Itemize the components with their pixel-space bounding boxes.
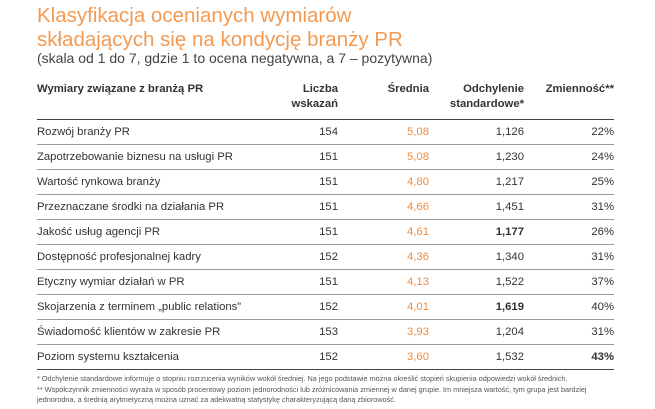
cell-count: 152 xyxy=(257,294,338,320)
cell-variability: 22% xyxy=(524,119,614,145)
cell-sd: 1,230 xyxy=(429,144,524,170)
cell-dimension: Rozwój branży PR xyxy=(37,119,257,145)
table-row: Przeznaczane środki na działania PR 151 … xyxy=(37,194,614,220)
cell-dimension: Skojarzenia z terminem „public relations… xyxy=(37,294,257,320)
title-line-2: składających się na kondycję branży PR xyxy=(37,28,403,51)
cell-mean: 4,61 xyxy=(338,219,429,245)
cell-variability: 25% xyxy=(524,169,614,195)
cell-sd: 1,451 xyxy=(429,194,524,220)
cell-mean: 3,93 xyxy=(338,319,429,345)
cell-variability: 43% xyxy=(524,344,614,370)
footnotes: * Odchylenie standardowe informuje o sto… xyxy=(37,374,627,406)
page-title: Klasyfikacja ocenianych wymiarów składaj… xyxy=(37,4,637,52)
cell-dimension: Wartość rynkowa branży xyxy=(37,169,257,195)
cell-dimension: Poziom systemu kształcenia xyxy=(37,344,257,370)
cell-sd: 1,126 xyxy=(429,119,524,145)
header-sd-line1: Odchylenie xyxy=(463,83,524,95)
header-variability: Zmienność** xyxy=(545,83,614,95)
cell-count: 152 xyxy=(257,344,338,370)
header-count-line1: Liczba xyxy=(302,83,338,95)
cell-count: 151 xyxy=(257,169,338,195)
header-count-line2: wskazań xyxy=(291,98,338,110)
cell-count: 151 xyxy=(257,269,338,295)
cell-mean: 3,60 xyxy=(338,344,429,370)
cell-sd: 1,522 xyxy=(429,269,524,295)
cell-mean: 4,01 xyxy=(338,294,429,320)
cell-sd: 1,177 xyxy=(429,219,524,245)
cell-count: 152 xyxy=(257,244,338,270)
cell-dimension: Świadomość klientów w zakresie PR xyxy=(37,319,257,345)
header-count: Liczba wskazań xyxy=(257,82,338,120)
cell-count: 153 xyxy=(257,319,338,345)
cell-variability: 24% xyxy=(524,144,614,170)
table-row: Jakość usług agencji PR 151 4,61 1,177 2… xyxy=(37,219,614,245)
header-dimension: Wymiary związane z branżą PR xyxy=(37,83,204,95)
cell-mean: 4,80 xyxy=(338,169,429,195)
cell-variability: 37% xyxy=(524,269,614,295)
cell-mean: 4,66 xyxy=(338,194,429,220)
table-header-row: Wymiary związane z branżą PR Liczba wska… xyxy=(37,82,614,120)
cell-count: 151 xyxy=(257,144,338,170)
table-row: Etyczny wymiar działań w PR 151 4,13 1,5… xyxy=(37,269,614,295)
cell-dimension: Dostępność profesjonalnej kadry xyxy=(37,244,257,270)
title-line-1: Klasyfikacja ocenianych wymiarów xyxy=(37,4,352,27)
cell-sd: 1,619 xyxy=(429,294,524,320)
footnote-variability: ** Współczynnik zmienności wyraża w spos… xyxy=(37,384,587,405)
cell-sd: 1,204 xyxy=(429,319,524,345)
scale-subtitle: (skala od 1 do 7, gdzie 1 to ocena negat… xyxy=(37,50,433,66)
cell-count: 151 xyxy=(257,194,338,220)
table-row: Świadomość klientów w zakresie PR 153 3,… xyxy=(37,319,614,345)
cell-dimension: Przeznaczane środki na działania PR xyxy=(37,194,257,220)
cell-dimension: Jakość usług agencji PR xyxy=(37,219,257,245)
cell-mean: 4,13 xyxy=(338,269,429,295)
cell-mean: 5,08 xyxy=(338,119,429,145)
cell-dimension: Zapotrzebowanie biznesu na usługi PR xyxy=(37,144,257,170)
cell-dimension: Etyczny wymiar działań w PR xyxy=(37,269,257,295)
header-sd: Odchylenie standardowe* xyxy=(429,82,524,120)
cell-variability: 31% xyxy=(524,194,614,220)
cell-count: 154 xyxy=(257,119,338,145)
header-sd-line2: standardowe* xyxy=(449,98,524,110)
table-row: Skojarzenia z terminem „public relations… xyxy=(37,294,614,320)
cell-variability: 31% xyxy=(524,244,614,270)
footnote-sd: * Odchylenie standardowe informuje o sto… xyxy=(37,374,568,383)
cell-variability: 40% xyxy=(524,294,614,320)
table-row: Poziom systemu kształcenia 152 3,60 1,53… xyxy=(37,344,614,370)
cell-sd: 1,217 xyxy=(429,169,524,195)
cell-count: 151 xyxy=(257,219,338,245)
cell-sd: 1,532 xyxy=(429,344,524,370)
table-row: Wartość rynkowa branży 151 4,80 1,217 25… xyxy=(37,169,614,195)
cell-variability: 31% xyxy=(524,319,614,345)
cell-sd: 1,340 xyxy=(429,244,524,270)
table-row: Zapotrzebowanie biznesu na usługi PR 151… xyxy=(37,144,614,170)
cell-mean: 5,08 xyxy=(338,144,429,170)
table-row: Dostępność profesjonalnej kadry 152 4,36… xyxy=(37,244,614,270)
header-mean: Średnia xyxy=(387,83,429,95)
cell-variability: 26% xyxy=(524,219,614,245)
table-row: Rozwój branży PR 154 5,08 1,126 22% xyxy=(37,119,614,145)
dimensions-table: Wymiary związane z branżą PR Liczba wska… xyxy=(37,82,614,370)
cell-mean: 4,36 xyxy=(338,244,429,270)
